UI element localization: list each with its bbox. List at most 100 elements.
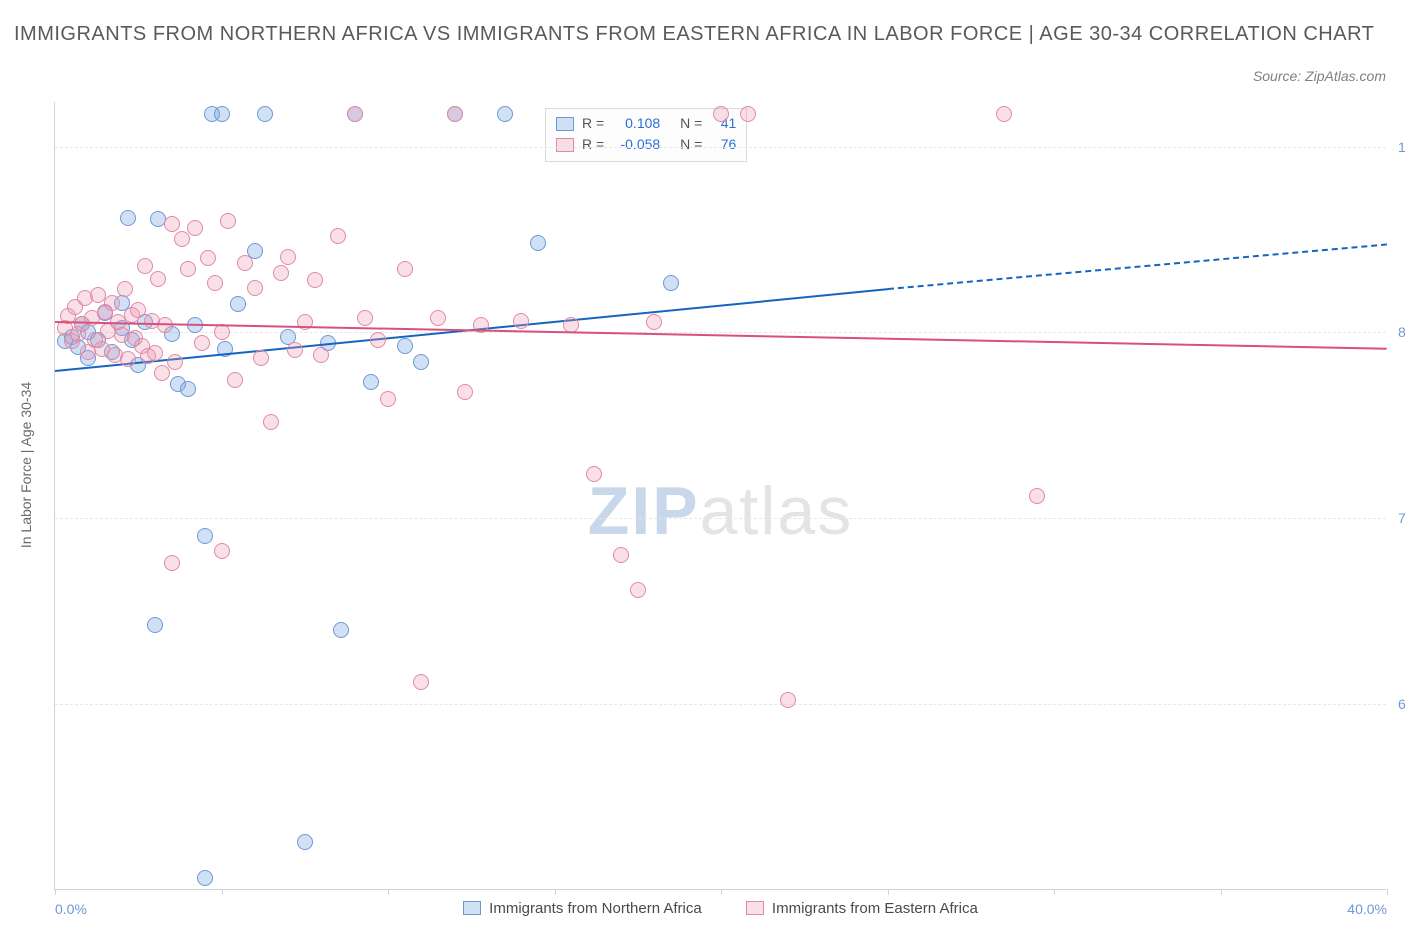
data-point-eastern [330,228,346,244]
x-tick-label-right: 40.0% [1347,901,1387,917]
x-tick [1221,889,1222,895]
data-point-eastern [137,258,153,274]
legend-row-northern: R = 0.108 N = 41 [556,113,736,134]
data-point-eastern [370,332,386,348]
chart-title: IMMIGRANTS FROM NORTHERN AFRICA VS IMMIG… [14,18,1392,50]
data-point-northern [413,354,429,370]
watermark-part2: atlas [700,473,854,549]
data-point-eastern [630,582,646,598]
data-point-eastern [1029,488,1045,504]
data-point-eastern [513,313,529,329]
data-point-eastern [380,391,396,407]
data-point-eastern [154,365,170,381]
data-point-northern [333,622,349,638]
data-point-eastern [180,261,196,277]
data-point-eastern [307,272,323,288]
legend-r-eastern: -0.058 [612,134,660,155]
data-point-northern [197,528,213,544]
x-tick [222,889,223,895]
data-point-northern [530,235,546,251]
data-point-eastern [214,324,230,340]
data-point-eastern [613,547,629,563]
trend-line [887,243,1387,290]
data-point-eastern [164,216,180,232]
legend-label-northern: Immigrants from Northern Africa [489,900,702,917]
legend-item-northern: Immigrants from Northern Africa [463,900,702,917]
gridline [55,147,1386,148]
data-point-northern [180,381,196,397]
swatch-northern [556,117,574,131]
legend-row-eastern: R = -0.058 N = 76 [556,134,736,155]
data-point-eastern [280,249,296,265]
gridline [55,704,1386,705]
data-point-eastern [194,335,210,351]
data-point-eastern [646,314,662,330]
data-point-eastern [430,310,446,326]
data-point-eastern [147,345,163,361]
data-point-eastern [457,384,473,400]
data-point-eastern [164,555,180,571]
data-point-eastern [237,255,253,271]
legend-r-label: R = [582,113,604,134]
data-point-northern [214,106,230,122]
source-attribution: Source: ZipAtlas.com [1253,68,1386,84]
data-point-eastern [263,414,279,430]
data-point-eastern [996,106,1012,122]
watermark: ZIPatlas [588,472,853,550]
data-point-eastern [150,271,166,287]
data-point-eastern [357,310,373,326]
legend-n-eastern: 76 [710,134,736,155]
x-tick [721,889,722,895]
data-point-eastern [247,280,263,296]
x-tick [388,889,389,895]
data-point-eastern [447,106,463,122]
data-point-eastern [273,265,289,281]
y-tick-label: 87.5% [1388,324,1406,340]
data-point-northern [497,106,513,122]
y-axis-label: In Labor Force | Age 30-34 [18,382,34,548]
data-point-eastern [104,295,120,311]
series-legend: Immigrants from Northern Africa Immigran… [55,900,1386,920]
data-point-eastern [347,106,363,122]
data-point-northern [197,870,213,886]
x-tick [1054,889,1055,895]
data-point-eastern [220,213,236,229]
data-point-eastern [287,342,303,358]
gridline [55,332,1386,333]
data-point-northern [397,338,413,354]
data-point-eastern [740,106,756,122]
data-point-northern [257,106,273,122]
swatch-eastern [556,138,574,152]
data-point-northern [230,296,246,312]
x-tick [1387,889,1388,895]
legend-r-northern: 0.108 [612,113,660,134]
data-point-eastern [586,466,602,482]
data-point-eastern [397,261,413,277]
data-point-eastern [200,250,216,266]
data-point-eastern [120,351,136,367]
data-point-eastern [227,372,243,388]
x-tick [55,889,56,895]
data-point-eastern [117,281,133,297]
data-point-northern [663,275,679,291]
trend-line [55,321,1387,350]
data-point-eastern [713,106,729,122]
chart-plot-area: ZIPatlas R = 0.108 N = 41 R = -0.058 N =… [54,102,1386,890]
data-point-eastern [167,354,183,370]
x-tick [555,889,556,895]
data-point-northern [297,834,313,850]
data-point-eastern [313,347,329,363]
data-point-eastern [253,350,269,366]
data-point-northern [363,374,379,390]
swatch-northern-icon [463,901,481,915]
data-point-northern [120,210,136,226]
data-point-eastern [174,231,190,247]
legend-n-label: N = [680,113,702,134]
legend-item-eastern: Immigrants from Eastern Africa [746,900,978,917]
data-point-eastern [187,220,203,236]
y-tick-label: 75.0% [1388,510,1406,526]
legend-label-eastern: Immigrants from Eastern Africa [772,900,978,917]
data-point-eastern [413,674,429,690]
x-tick [888,889,889,895]
data-point-northern [147,617,163,633]
